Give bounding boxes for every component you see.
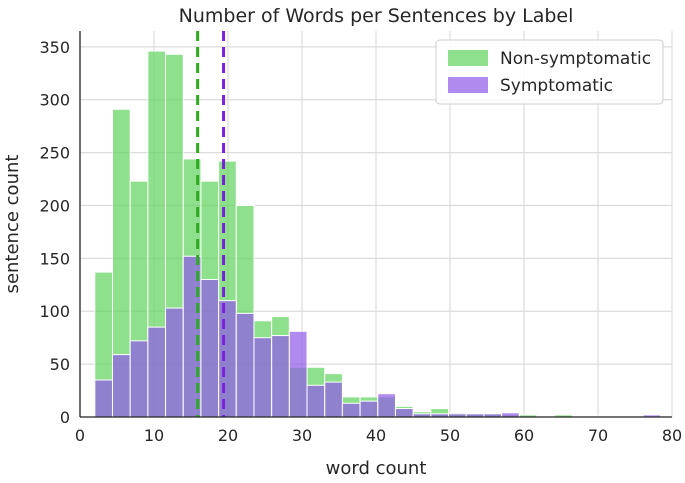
x-tick-label: 30 — [292, 426, 312, 445]
histogram-bar — [218, 300, 237, 418]
y-tick-label: 250 — [39, 144, 70, 163]
x-tick-label: 40 — [366, 426, 386, 445]
histogram-bar — [200, 279, 220, 418]
x-tick-label: 60 — [514, 426, 534, 445]
chart-title: Number of Words per Sentences by Label — [179, 5, 574, 27]
x-tick-label: 80 — [662, 426, 682, 445]
histogram-bars — [94, 50, 662, 418]
y-tick-label: 50 — [50, 355, 70, 374]
legend-swatch — [448, 50, 488, 66]
histogram-bar — [377, 393, 396, 418]
y-tick-label: 100 — [39, 302, 70, 321]
histogram-bar — [253, 337, 273, 418]
histogram-bar — [288, 330, 308, 418]
x-tick-label: 10 — [144, 426, 164, 445]
histogram-bar — [165, 307, 184, 418]
legend-label: Symptomatic — [500, 76, 613, 96]
histogram-bar — [341, 402, 361, 418]
legend-swatch — [448, 77, 488, 93]
y-tick-label: 0 — [60, 408, 70, 427]
histogram-bar — [271, 335, 290, 418]
y-tick-label: 150 — [39, 249, 70, 268]
x-tick-label: 50 — [440, 426, 460, 445]
histogram-bar — [306, 384, 326, 418]
legend: Non-symptomatic Symptomatic — [435, 39, 664, 105]
histogram-bar — [147, 326, 167, 418]
histogram-bar — [394, 408, 414, 418]
legend-box — [435, 39, 664, 105]
histogram-bar — [235, 312, 255, 418]
histogram-bar — [94, 379, 113, 418]
histogram-bar — [359, 400, 379, 418]
histogram-bar — [324, 381, 343, 418]
histogram-bar — [129, 340, 149, 418]
x-tick-label: 20 — [218, 426, 238, 445]
axes: 0 10 20 30 40 50 60 70 80 0 50 100 150 200 250 300 350 — [39, 31, 682, 445]
mean-lines — [196, 31, 226, 417]
y-axis-label: sentence count — [2, 155, 23, 294]
histogram-bar — [111, 354, 131, 418]
legend-label: Non-symptomatic — [500, 49, 651, 69]
y-tick-label: 300 — [39, 91, 70, 110]
y-tick-label: 350 — [39, 38, 70, 57]
x-tick-label: 0 — [75, 426, 85, 445]
y-tick-label: 200 — [39, 196, 70, 215]
x-axis-label: word count — [326, 458, 427, 479]
x-tick-label: 70 — [588, 426, 608, 445]
